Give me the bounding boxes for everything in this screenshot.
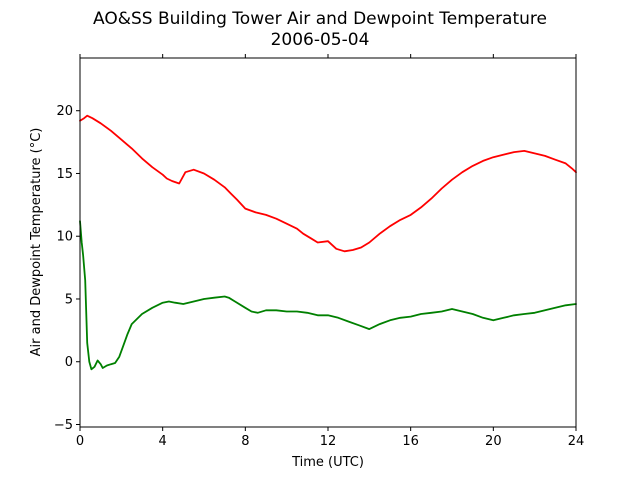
y-tick-label: 0 <box>65 355 73 370</box>
y-tick-label: 20 <box>56 104 73 119</box>
x-tick-label: 20 <box>485 434 502 449</box>
y-tick-label: 5 <box>65 292 73 307</box>
x-tick-label: 8 <box>241 434 249 449</box>
y-axis-label: Air and Dewpoint Temperature (°C) <box>29 128 44 357</box>
plot-area <box>80 58 576 427</box>
series-layer <box>79 114 577 371</box>
x-tick-label: 12 <box>320 434 337 449</box>
plot-background <box>80 58 576 427</box>
x-tick-label: 4 <box>159 434 167 449</box>
chart-subtitle: 2006-05-04 <box>271 30 370 50</box>
y-tick-label: 15 <box>56 167 73 182</box>
x-tick-label: 0 <box>76 434 84 449</box>
chart-title: AO&SS Building Tower Air and Dewpoint Te… <box>93 9 547 29</box>
x-tick-label: 16 <box>402 434 419 449</box>
x-tick-label: 24 <box>568 434 585 449</box>
x-axis-label: Time (UTC) <box>291 455 364 470</box>
series-line-0 <box>79 114 577 253</box>
y-tick-label: −5 <box>54 418 73 433</box>
series-line-1 <box>79 220 577 371</box>
y-tick-label: 10 <box>56 230 73 245</box>
